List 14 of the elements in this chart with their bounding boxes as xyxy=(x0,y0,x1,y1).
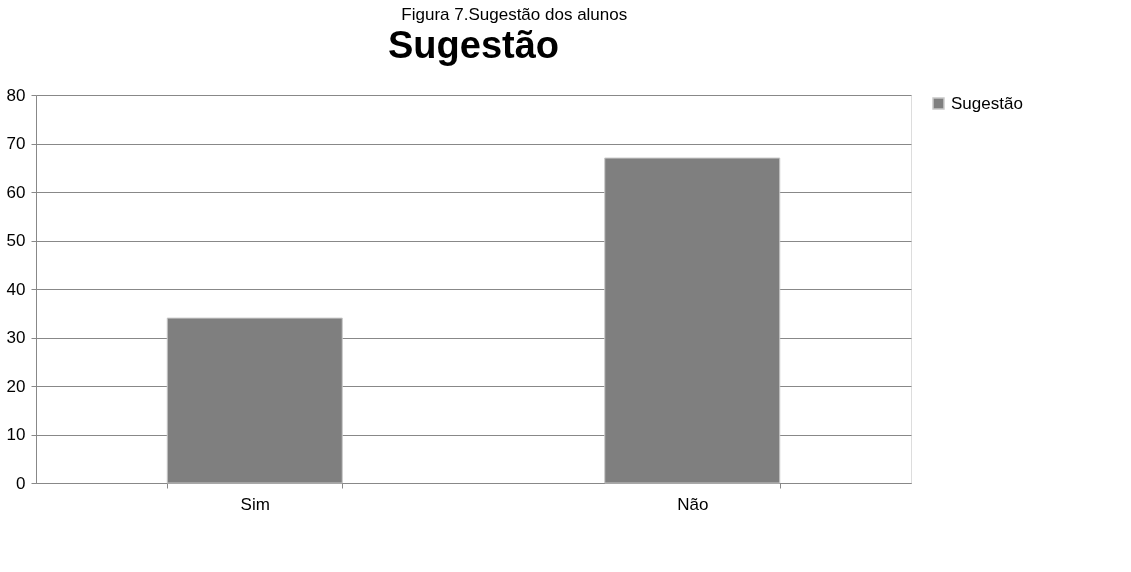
y-tick-label: 30 xyxy=(6,328,26,347)
y-tick-label: 10 xyxy=(6,425,26,444)
legend-label: Sugestão xyxy=(951,93,1023,113)
y-tick-label: 80 xyxy=(6,85,26,105)
y-tick-label: 60 xyxy=(6,182,26,202)
x-tick-label: Sim xyxy=(240,494,270,514)
y-tick-label: 40 xyxy=(6,279,26,299)
chart-title: Sugestão xyxy=(387,24,560,66)
y-tick-label: 20 xyxy=(6,376,26,396)
text: Figura 7.Sugestão dos alunos xyxy=(401,4,628,24)
y-tick-label: 50 xyxy=(6,231,26,250)
x-tick-label: Não xyxy=(677,494,709,514)
y-tick-label: 0 xyxy=(16,473,26,493)
y-tick-label: 70 xyxy=(6,134,26,153)
